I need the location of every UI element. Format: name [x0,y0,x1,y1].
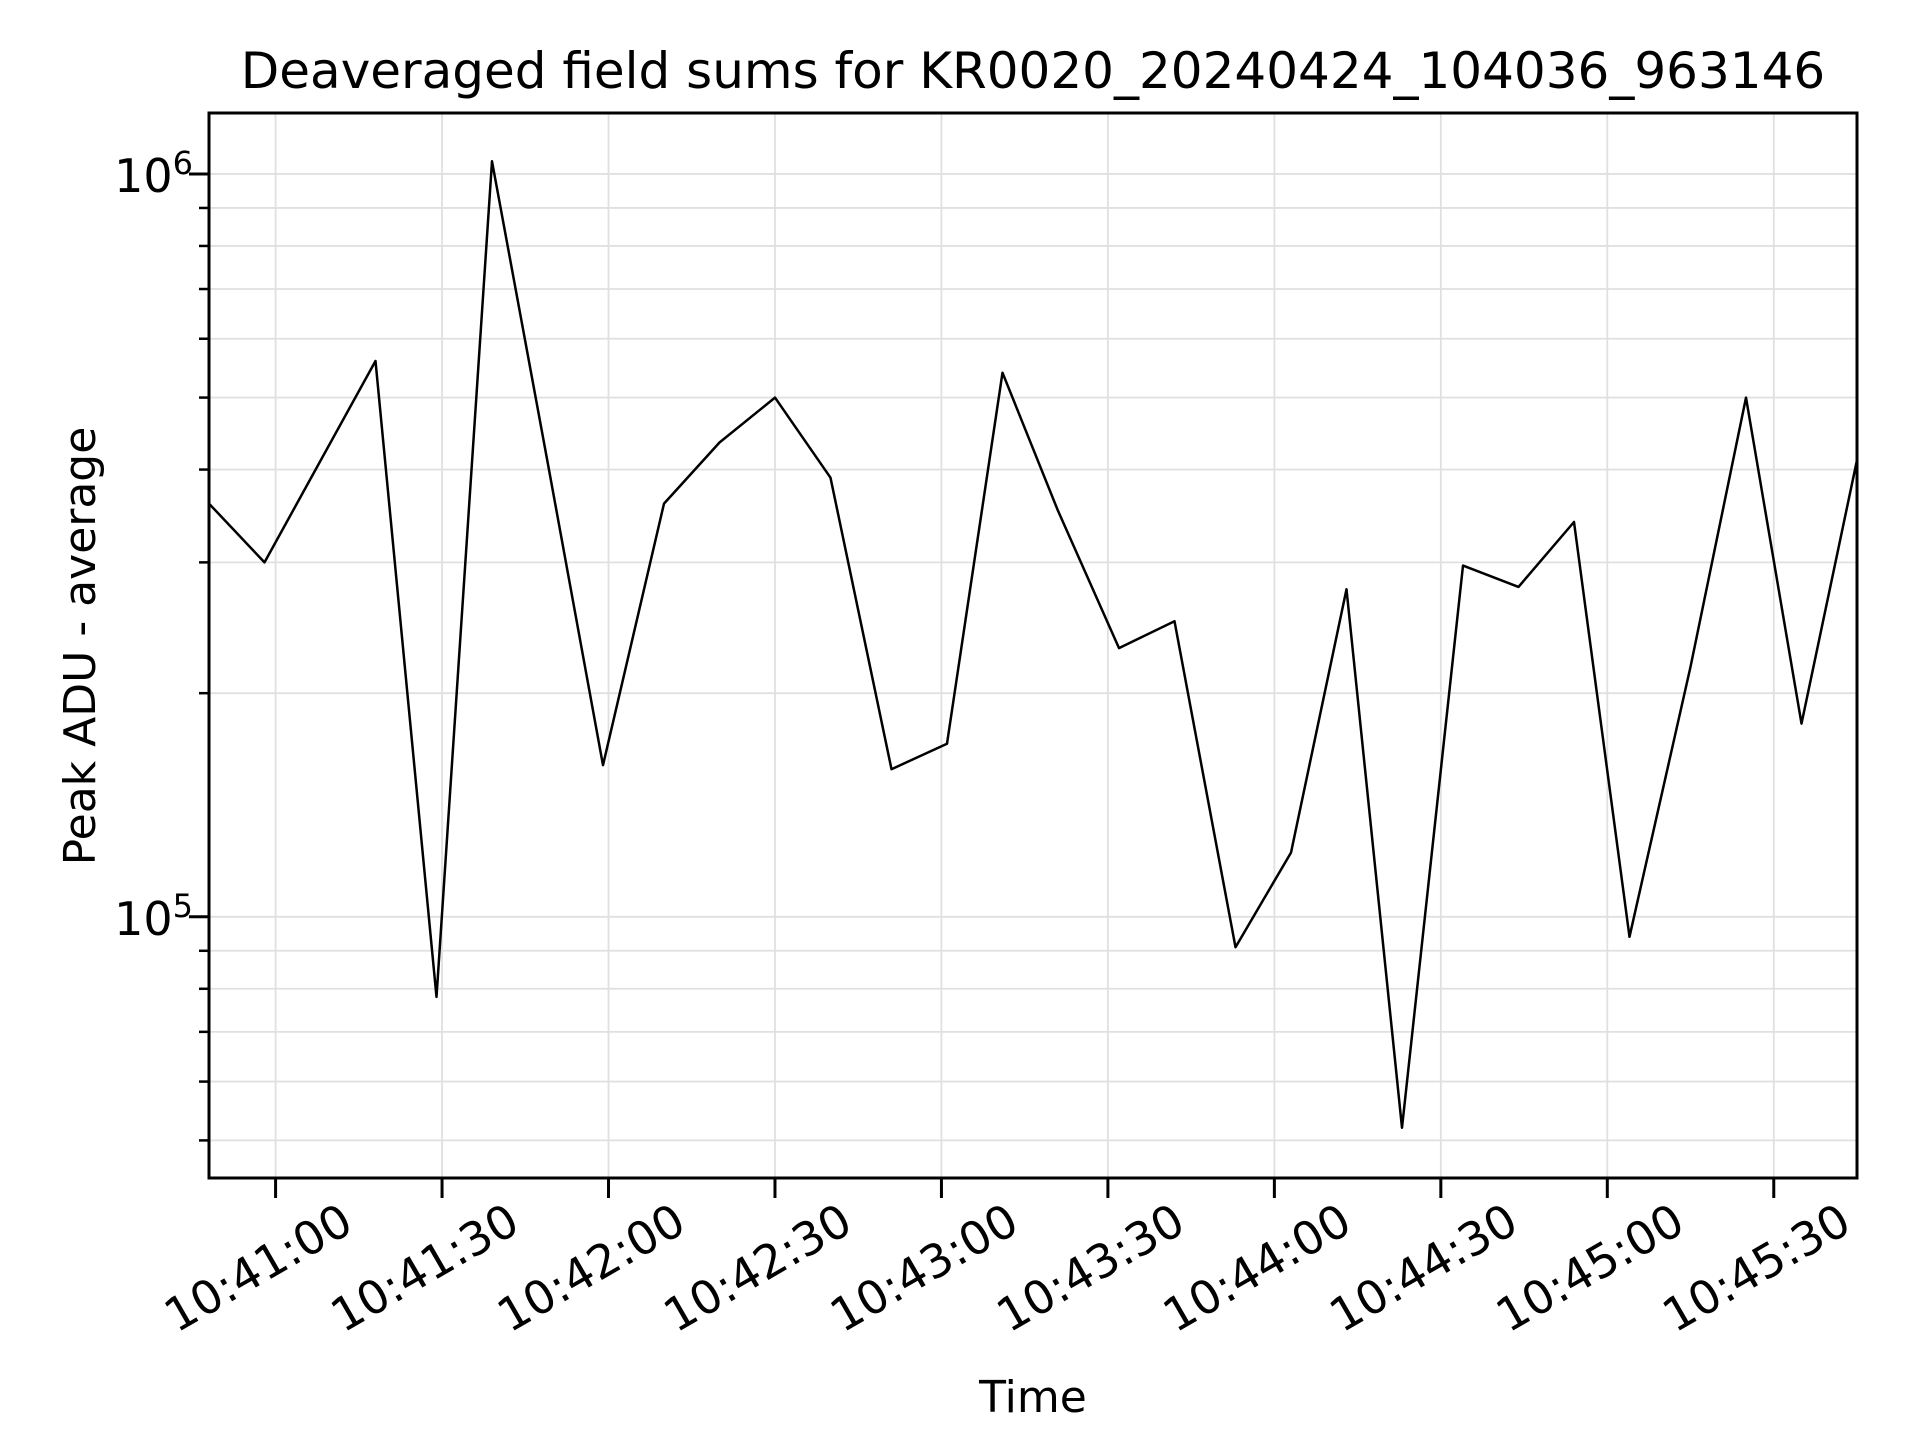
y-tick-exponent: 5 [173,887,193,925]
x-tick-label: 10:45:30 [1653,1193,1859,1343]
x-tick-label: 10:42:30 [655,1193,861,1343]
chart-title: Deaveraged field sums for KR0020_2024042… [241,42,1825,100]
x-tick-label: 10:44:30 [1320,1193,1526,1343]
x-tick-label: 10:41:00 [155,1193,361,1343]
x-tick-label: 10:41:30 [322,1193,528,1343]
y-tick-label: 106 [114,144,193,203]
x-tick-label: 10:43:00 [821,1193,1027,1343]
data-line [207,160,1859,1130]
y-tick-label: 105 [114,887,193,946]
x-tick-label: 10:44:00 [1154,1193,1360,1343]
y-axis-label: Peak ADU - average [55,427,106,866]
x-tick-label: 10:45:00 [1487,1193,1693,1343]
grid-layer [209,113,1857,1178]
axis-layer: 10:41:0010:41:3010:42:0010:42:3010:43:00… [114,111,1859,1343]
x-axis-label: Time [978,1372,1087,1423]
data-layer [207,160,1859,1130]
y-tick-exponent: 6 [173,144,193,182]
plot-frame [207,111,1859,1180]
x-tick-label: 10:42:00 [488,1193,694,1343]
x-tick-label: 10:43:30 [987,1193,1193,1343]
